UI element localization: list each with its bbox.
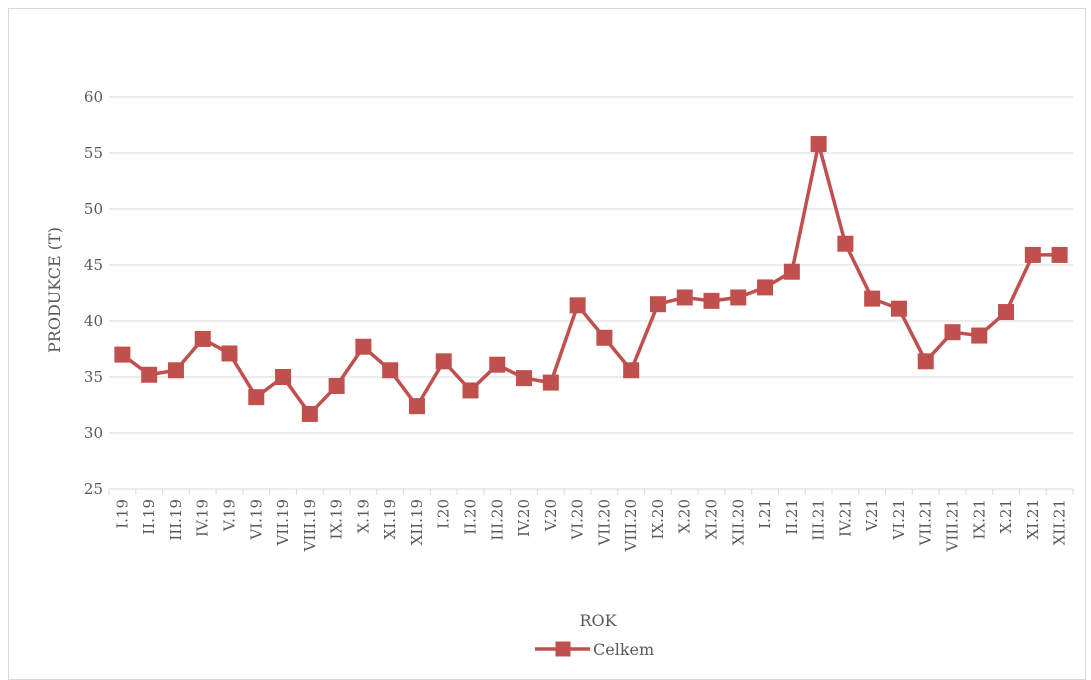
- x-tick-label: VII.20: [595, 499, 613, 547]
- data-point-marker: [275, 369, 292, 385]
- data-point-marker: [328, 377, 345, 394]
- data-point-marker: [1024, 246, 1041, 263]
- data-point-marker: [864, 290, 881, 307]
- x-tick-label: III.21: [810, 499, 828, 541]
- x-tick-label: V.19: [221, 499, 239, 532]
- data-point-marker: [221, 345, 238, 362]
- y-axis-ticks: 25 30 35 40 45 50 55 60: [84, 88, 103, 498]
- data-point-marker: [971, 327, 988, 344]
- data-point-marker: [301, 405, 318, 422]
- y-axis-title: PRODUKCE (T): [45, 227, 64, 353]
- y-tick-label: 35: [84, 368, 103, 386]
- x-tick-label: II.21: [783, 499, 801, 535]
- x-tick-label: VI.21: [890, 499, 908, 541]
- x-tick-label: II.19: [140, 499, 158, 535]
- x-tick-label: XI.20: [703, 499, 721, 539]
- x-tick-label: III.20: [488, 499, 506, 541]
- x-tick-label: IX.20: [649, 499, 667, 539]
- legend-label-celkem: Celkem: [593, 640, 654, 659]
- data-point-marker: [114, 346, 131, 363]
- gridlines: [109, 96, 1073, 434]
- x-tick-label: IV.19: [194, 499, 212, 537]
- legend-marker: [555, 641, 571, 657]
- data-point-marker: [596, 329, 613, 346]
- data-point-marker: [462, 382, 479, 399]
- data-point-marker: [355, 338, 372, 355]
- x-tick-label: V.20: [542, 499, 560, 532]
- data-point-marker: [248, 389, 265, 406]
- x-tick-label: XII.19: [408, 499, 426, 545]
- data-point-marker: [757, 279, 774, 296]
- data-point-marker: [676, 289, 693, 306]
- data-point-marker: [542, 374, 559, 391]
- series-layer: [114, 136, 1068, 422]
- data-point-marker: [890, 300, 907, 317]
- chart-frame: [8, 8, 1086, 680]
- x-tick-label: VIII.21: [944, 499, 962, 552]
- x-tick-label: XI.21: [1024, 499, 1042, 539]
- data-point-marker: [730, 289, 747, 306]
- x-tick-label: VI.20: [569, 499, 587, 541]
- x-tick-label: X.21: [997, 499, 1015, 534]
- data-point-marker: [516, 370, 533, 387]
- data-point-marker: [837, 235, 854, 252]
- series-line-celkem: [121, 142, 1060, 416]
- x-tick-label: IX.21: [970, 499, 988, 539]
- data-point-marker: [141, 366, 158, 383]
- y-tick-label: 50: [84, 200, 103, 218]
- x-tick-label: I.20: [435, 499, 453, 529]
- y-tick-label: 25: [84, 480, 103, 498]
- x-tick-label: VII.21: [917, 499, 935, 547]
- data-point-marker: [408, 398, 425, 415]
- x-tick-label: VI.19: [247, 499, 265, 541]
- data-point-marker: [569, 297, 586, 314]
- x-tick-label: VIII.19: [301, 499, 319, 552]
- x-tick-label: VII.19: [274, 499, 292, 547]
- x-tick-label: XI.19: [381, 499, 399, 539]
- x-tick-label: IV.20: [515, 499, 533, 537]
- x-tick-label: IX.19: [328, 499, 346, 539]
- x-tick-label: X.19: [354, 499, 372, 534]
- data-point-marker: [649, 296, 666, 313]
- x-tick-label: X.20: [676, 499, 694, 534]
- x-tick-label: III.19: [167, 499, 185, 541]
- data-point-marker: [194, 330, 211, 347]
- x-axis-title: ROK: [579, 611, 617, 630]
- y-tick-label: 60: [84, 88, 103, 106]
- x-tick-label: V.21: [863, 499, 881, 532]
- data-point-marker: [623, 362, 640, 379]
- x-tick-label: IV.21: [836, 499, 854, 537]
- data-point-marker: [944, 324, 961, 341]
- y-tick-label: 30: [84, 424, 103, 442]
- x-axis: [108, 488, 1074, 495]
- data-point-marker: [917, 353, 934, 370]
- x-tick-label: II.20: [462, 499, 480, 535]
- data-point-marker: [703, 292, 720, 309]
- data-point-marker: [783, 263, 800, 280]
- x-tick-label: VIII.20: [622, 499, 640, 552]
- legend: Celkem: [535, 640, 654, 659]
- x-axis-ticks: I.19 II.19 III.19 IV.19 V.19 VI.19 VII.19 VIII.…: [113, 499, 1068, 552]
- data-point-marker: [435, 353, 452, 370]
- data-point-marker: [1051, 246, 1068, 263]
- y-tick-label: 40: [84, 312, 103, 330]
- y-tick-label: 45: [84, 256, 103, 274]
- x-tick-label: XII.20: [729, 499, 747, 545]
- data-point-marker: [998, 304, 1015, 321]
- y-tick-label: 55: [84, 144, 103, 162]
- data-point-marker: [167, 362, 184, 379]
- x-tick-label: I.19: [113, 499, 131, 529]
- x-tick-label: XII.21: [1051, 499, 1069, 545]
- data-point-marker: [810, 136, 827, 153]
- data-point-marker: [489, 356, 506, 373]
- data-point-marker: [382, 362, 399, 379]
- x-tick-label: I.21: [756, 499, 774, 529]
